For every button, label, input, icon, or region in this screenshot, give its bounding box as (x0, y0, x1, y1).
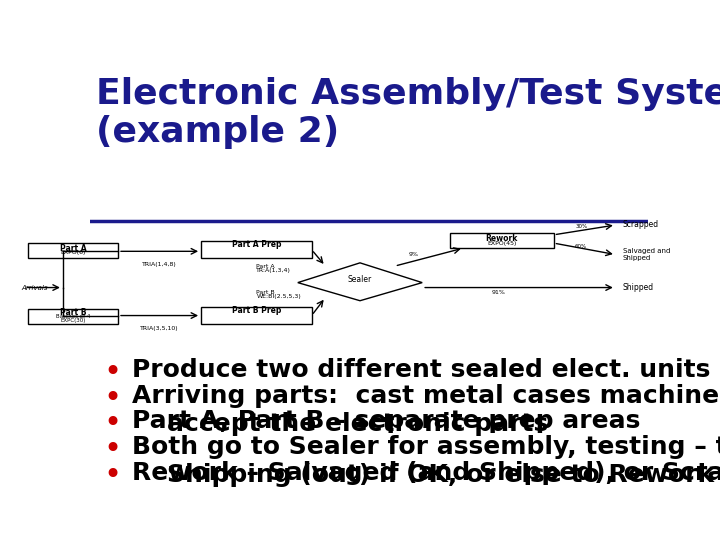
Text: Sealer: Sealer (348, 275, 372, 284)
Text: TRIA(1,4,8): TRIA(1,4,8) (142, 262, 177, 267)
Text: EXPC(30): EXPC(30) (60, 318, 86, 323)
Text: 60%: 60% (575, 244, 588, 249)
Text: Rework: Rework (485, 234, 518, 242)
Text: •: • (103, 435, 122, 464)
Text: 91%: 91% (491, 290, 505, 295)
Text: TR:A(1,3,4): TR:A(1,3,4) (256, 268, 291, 273)
Text: Arrivals: Arrivals (22, 285, 48, 291)
Text: Part B Prep: Part B Prep (232, 306, 281, 315)
Text: 30%: 30% (575, 224, 588, 229)
Text: Part B: Part B (256, 290, 275, 295)
FancyBboxPatch shape (201, 241, 312, 258)
Text: Part A, Part B – separate prep areas: Part A, Part B – separate prep areas (132, 409, 640, 434)
FancyBboxPatch shape (28, 309, 118, 324)
Text: Rework – Salvaged (and Shipped), or Scrapped: Rework – Salvaged (and Shipped), or Scra… (132, 461, 720, 485)
FancyBboxPatch shape (201, 307, 312, 324)
Text: Both go to Sealer for assembly, testing – then to
    Shipping (out) if OK, or e: Both go to Sealer for assembly, testing … (132, 435, 720, 487)
Text: EXPO(6): EXPO(6) (60, 251, 86, 255)
Text: Part A: Part A (60, 244, 86, 253)
Text: •: • (103, 409, 122, 438)
Text: Scrapped: Scrapped (623, 220, 659, 230)
Text: •: • (103, 461, 122, 490)
Text: •: • (103, 358, 122, 387)
Text: Part B: Part B (60, 308, 86, 317)
Text: 9%: 9% (408, 252, 418, 257)
Text: Produce two different sealed elect. units (A, B): Produce two different sealed elect. unit… (132, 358, 720, 382)
Text: Salvaged and: Salvaged and (623, 248, 670, 254)
FancyBboxPatch shape (450, 233, 554, 248)
Polygon shape (298, 263, 422, 301)
Text: Part A Prep: Part A Prep (232, 240, 281, 249)
Text: •: • (103, 384, 122, 413)
Text: Shipped: Shipped (623, 283, 654, 292)
Text: WE:BI(2.5,5,3): WE:BI(2.5,5,3) (256, 294, 301, 299)
Text: Part A: Part A (256, 264, 275, 268)
Text: Electronic Assembly/Test System
(example 2): Electronic Assembly/Test System (example… (96, 77, 720, 150)
Text: Shipped: Shipped (623, 255, 651, 261)
Text: Batches of 4: Batches of 4 (56, 314, 90, 319)
Text: EXPO(45): EXPO(45) (487, 241, 516, 246)
FancyBboxPatch shape (28, 243, 118, 258)
Text: TRIA(3,5,10): TRIA(3,5,10) (140, 326, 179, 331)
Text: Arriving parts:  cast metal cases machined to
    accept the electronic parts: Arriving parts: cast metal cases machine… (132, 384, 720, 436)
